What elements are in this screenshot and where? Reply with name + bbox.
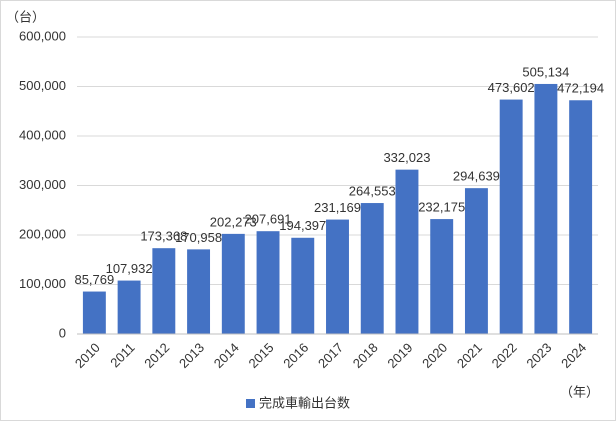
value-label: 202,273	[210, 214, 257, 229]
value-label: 473,602	[488, 80, 535, 95]
bar	[152, 248, 176, 334]
value-label: 207,691	[245, 212, 292, 227]
y-tick-label: 400,000	[19, 127, 66, 142]
bar	[569, 100, 593, 334]
bar	[499, 99, 523, 334]
bar	[291, 237, 315, 334]
y-tick-label: 200,000	[19, 226, 66, 241]
y-tick-label: 100,000	[19, 276, 66, 291]
legend-swatch	[246, 399, 255, 408]
value-label: 107,932	[106, 261, 153, 276]
y-unit-label: （台）	[6, 9, 45, 24]
bar	[464, 188, 488, 334]
bar	[395, 169, 419, 334]
bar	[256, 231, 280, 334]
value-label: 472,194	[557, 81, 604, 96]
value-label: 505,134	[522, 64, 569, 79]
y-tick-label: 300,000	[19, 177, 66, 192]
bar	[326, 219, 349, 334]
y-tick-label: 600,000	[19, 28, 66, 43]
bar	[82, 291, 106, 334]
value-label: 332,023	[383, 150, 430, 165]
legend-label: 完成車輸出台数	[259, 395, 350, 410]
value-label: 194,397	[279, 218, 326, 233]
bar	[534, 83, 558, 334]
value-label: 232,175	[418, 200, 465, 215]
x-unit-label: （年）	[560, 384, 599, 399]
value-label: 264,553	[349, 183, 396, 198]
bar	[221, 233, 245, 334]
bar	[430, 219, 454, 334]
bar	[117, 280, 141, 334]
value-label: 85,769	[74, 272, 114, 287]
bar	[360, 203, 384, 334]
value-label: 173,368	[140, 229, 187, 244]
y-tick-label: 500,000	[19, 78, 66, 93]
y-tick-label: 0	[59, 325, 66, 340]
value-label: 294,639	[453, 169, 500, 184]
value-label: 170,958	[175, 230, 222, 245]
bar	[187, 249, 211, 334]
value-label: 231,169	[314, 200, 361, 215]
